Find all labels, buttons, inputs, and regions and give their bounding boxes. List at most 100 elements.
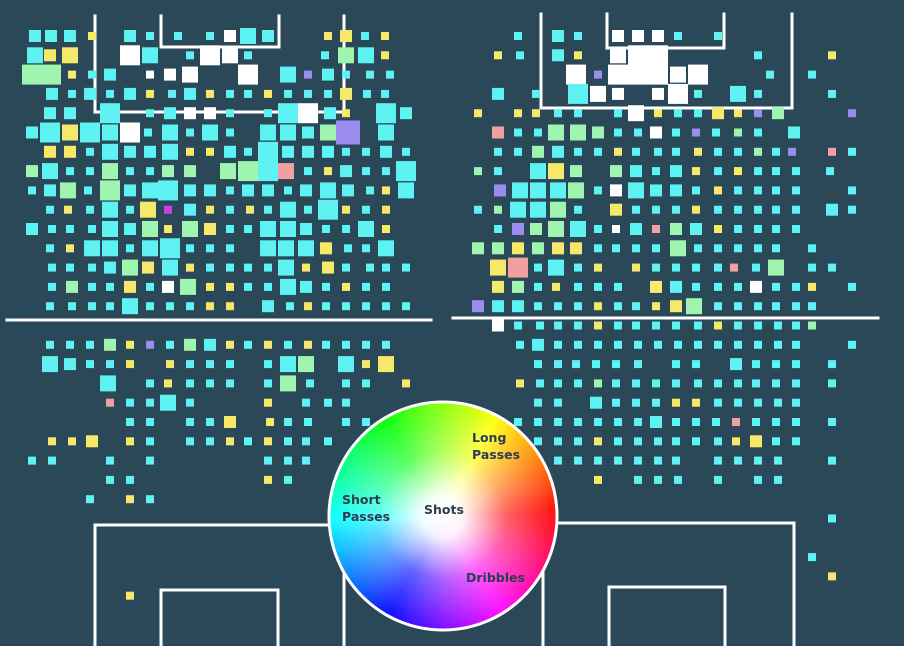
heatmap-cell [512,223,524,235]
heatmap-cell [164,225,172,233]
legend-shots: Shots [424,502,464,517]
heatmap-cell [808,282,816,291]
heatmap-cell [594,379,602,388]
heatmap-cell [632,30,644,42]
heatmap-cell [48,456,56,465]
heatmap-cell [492,87,504,100]
heatmap-cell [400,107,412,120]
heatmap-cell [160,394,176,411]
heatmap-cell [60,182,76,199]
heatmap-cell [472,300,484,313]
heatmap-cell [382,340,390,349]
heatmap-cell [492,319,504,332]
heatmap-cell [514,147,522,156]
heatmap-cell [548,259,564,276]
heatmap-cell [322,145,334,158]
heatmap-cell [590,85,606,102]
heatmap-cell [610,184,622,197]
heatmap-cell [552,242,564,255]
heatmap-cell [22,64,42,85]
heatmap-cell [144,145,156,158]
heatmap-cell [244,263,252,272]
heatmap-cell [342,302,350,311]
heatmap-cell [848,186,856,195]
heatmap-cell [342,418,350,426]
heatmap-cell [474,109,482,118]
heatmap-cell [302,456,310,465]
heatmap-cell [162,143,178,160]
heatmap-cell [174,32,182,40]
heatmap-cell [670,66,686,83]
heatmap-cell [48,437,56,446]
heatmap-cell [206,302,214,311]
heatmap-cell [808,70,816,79]
heatmap-cell [654,109,662,118]
heatmap-cell [381,32,389,40]
heatmap-cell [182,66,198,83]
heatmap-cell [106,360,114,369]
heatmap-cell [68,437,76,446]
heatmap-cell [302,398,310,407]
heatmap-cell [300,280,312,293]
left-bottom-six-yard [159,588,280,646]
heatmap-cell [362,167,370,176]
heatmap-cell [298,240,314,257]
heatmap-cell [574,109,582,118]
heatmap-cell [614,437,622,446]
heatmap-cell [126,591,134,600]
heatmap-cell [284,340,292,349]
heatmap-cell [614,418,622,426]
heatmap-cell [284,418,292,426]
heatmap-cell [164,68,176,81]
heatmap-cell [714,244,722,253]
heatmap-cell [534,398,542,407]
heatmap-cell [264,475,272,484]
heatmap-cell [774,340,782,349]
heatmap-cell [512,280,524,293]
heatmap-cell [828,379,836,388]
heatmap-cell [492,126,504,139]
heatmap-cell [382,205,390,214]
heatmap-cell [184,203,196,216]
heatmap-cell [102,240,118,257]
heatmap-cell [124,87,136,100]
heatmap-cell [492,280,504,293]
heatmap-cell [614,282,622,291]
heatmap-cell [692,360,700,369]
heatmap-cell [632,302,640,311]
heatmap-cell [44,107,56,120]
heatmap-cell [304,167,312,176]
heatmap-cell [166,340,174,349]
heatmap-cell [672,379,680,388]
heatmap-cell [628,45,648,66]
heatmap-cell [532,242,544,255]
heatmap-cell [754,302,762,311]
heatmap-cell [650,280,662,293]
heatmap-cell [262,184,274,197]
heatmap-cell [612,87,624,100]
heatmap-cell [750,280,762,293]
heatmap-cell [672,456,680,465]
heatmap-cell [206,205,214,214]
heatmap-cell [694,244,702,253]
heatmap-cell [362,302,370,311]
heatmap-cell [574,437,582,446]
heatmap-cell [86,147,94,156]
heatmap-cell [772,418,780,426]
heatmap-cell [692,205,700,214]
heatmap-cell [714,225,722,233]
heatmap-cell [324,107,336,120]
heatmap-cell [534,128,542,137]
heatmap-cell [594,244,602,253]
heatmap-cell [244,437,252,446]
heatmap-cell [672,398,680,407]
heatmap-cell [754,205,762,214]
heatmap-cell [204,107,216,120]
heatmap-cell [650,416,662,428]
heatmap-cell [692,186,700,195]
heatmap-cell [792,398,800,407]
heatmap-cell [120,45,140,66]
heatmap-cell [792,379,800,388]
heatmap-cell [494,147,502,156]
heatmap-cell [714,186,722,195]
